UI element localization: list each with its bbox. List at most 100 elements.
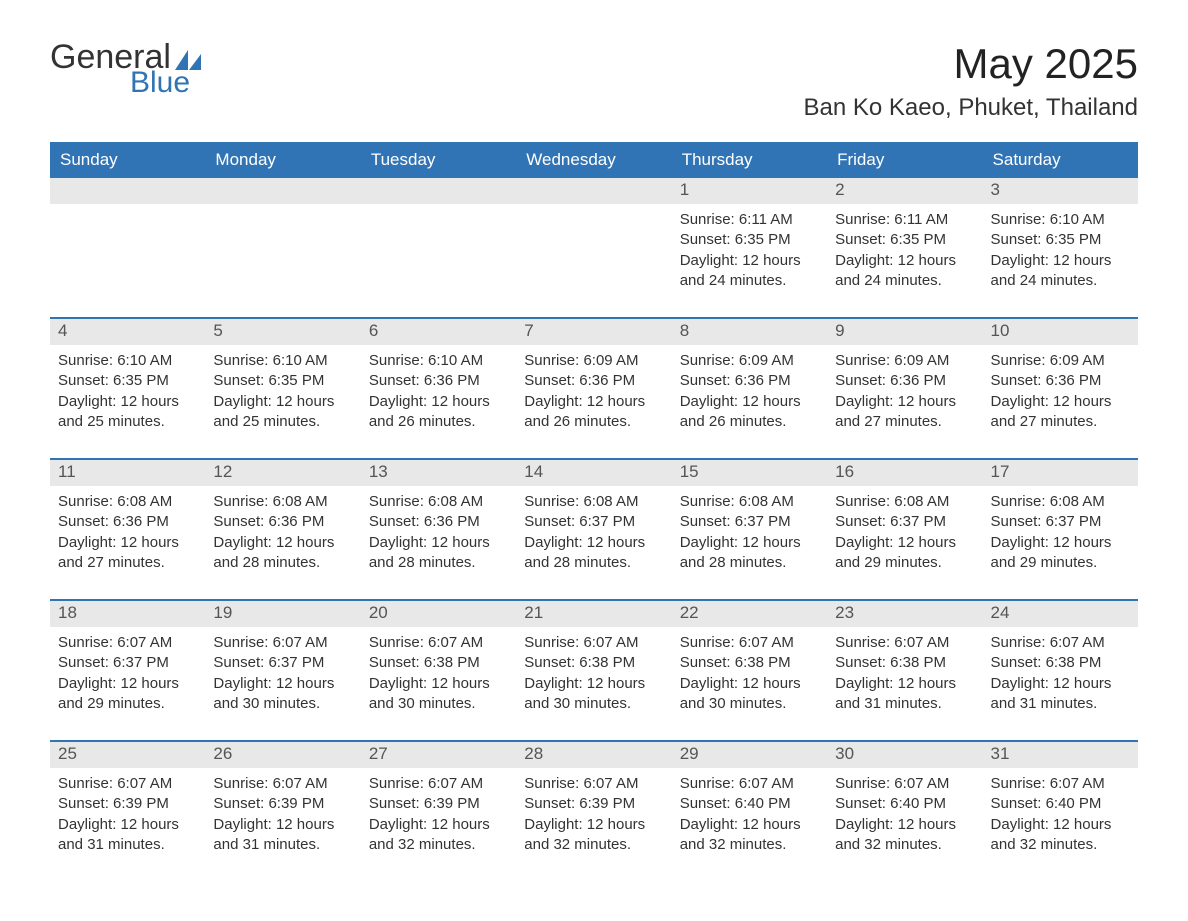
day-number: 11 xyxy=(50,460,205,486)
calendar-week-row: 25Sunrise: 6:07 AMSunset: 6:39 PMDayligh… xyxy=(50,741,1138,881)
weekday-header: Sunday xyxy=(50,143,205,177)
calendar-day-cell: 24Sunrise: 6:07 AMSunset: 6:38 PMDayligh… xyxy=(983,600,1138,741)
calendar-day-cell: 25Sunrise: 6:07 AMSunset: 6:39 PMDayligh… xyxy=(50,741,205,881)
calendar-day-cell: 23Sunrise: 6:07 AMSunset: 6:38 PMDayligh… xyxy=(827,600,982,741)
day-info-line: Sunrise: 6:07 AM xyxy=(213,633,352,653)
calendar-day-cell: 26Sunrise: 6:07 AMSunset: 6:39 PMDayligh… xyxy=(205,741,360,881)
day-content: Sunrise: 6:10 AMSunset: 6:36 PMDaylight:… xyxy=(361,345,516,458)
day-content: Sunrise: 6:11 AMSunset: 6:35 PMDaylight:… xyxy=(672,204,827,317)
day-content: Sunrise: 6:10 AMSunset: 6:35 PMDaylight:… xyxy=(205,345,360,458)
weekday-header: Friday xyxy=(827,143,982,177)
day-info-line: Sunset: 6:35 PM xyxy=(58,371,197,391)
day-content xyxy=(361,204,516,316)
day-info-line: Sunrise: 6:09 AM xyxy=(991,351,1130,371)
day-number xyxy=(50,178,205,204)
day-info-line: Sunset: 6:38 PM xyxy=(524,653,663,673)
day-info-line: Sunset: 6:35 PM xyxy=(680,230,819,250)
logo-text-blue: Blue xyxy=(130,68,201,98)
day-content: Sunrise: 6:07 AMSunset: 6:39 PMDaylight:… xyxy=(205,768,360,881)
day-info-line: Sunrise: 6:07 AM xyxy=(991,633,1130,653)
day-content: Sunrise: 6:07 AMSunset: 6:37 PMDaylight:… xyxy=(50,627,205,740)
day-info-line: Sunset: 6:39 PM xyxy=(369,794,508,814)
calendar-day-cell: 28Sunrise: 6:07 AMSunset: 6:39 PMDayligh… xyxy=(516,741,671,881)
calendar-day-cell: 31Sunrise: 6:07 AMSunset: 6:40 PMDayligh… xyxy=(983,741,1138,881)
day-info-line: Daylight: 12 hours and 29 minutes. xyxy=(991,533,1130,574)
calendar-day-cell: 8Sunrise: 6:09 AMSunset: 6:36 PMDaylight… xyxy=(672,318,827,459)
day-info-line: Sunrise: 6:07 AM xyxy=(524,633,663,653)
day-content: Sunrise: 6:09 AMSunset: 6:36 PMDaylight:… xyxy=(983,345,1138,458)
day-number xyxy=(361,178,516,204)
day-info-line: Sunrise: 6:10 AM xyxy=(58,351,197,371)
day-content: Sunrise: 6:07 AMSunset: 6:39 PMDaylight:… xyxy=(50,768,205,881)
day-info-line: Daylight: 12 hours and 32 minutes. xyxy=(369,815,508,856)
day-info-line: Daylight: 12 hours and 31 minutes. xyxy=(213,815,352,856)
day-number: 30 xyxy=(827,742,982,768)
day-info-line: Daylight: 12 hours and 26 minutes. xyxy=(524,392,663,433)
day-number: 24 xyxy=(983,601,1138,627)
calendar-day-cell: 15Sunrise: 6:08 AMSunset: 6:37 PMDayligh… xyxy=(672,459,827,600)
day-content: Sunrise: 6:07 AMSunset: 6:38 PMDaylight:… xyxy=(361,627,516,740)
day-info-line: Sunset: 6:40 PM xyxy=(680,794,819,814)
day-number: 15 xyxy=(672,460,827,486)
day-info-line: Sunset: 6:37 PM xyxy=(213,653,352,673)
day-info-line: Daylight: 12 hours and 30 minutes. xyxy=(680,674,819,715)
day-info-line: Sunset: 6:36 PM xyxy=(58,512,197,532)
day-info-line: Sunset: 6:36 PM xyxy=(369,371,508,391)
day-content: Sunrise: 6:07 AMSunset: 6:38 PMDaylight:… xyxy=(827,627,982,740)
day-info-line: Sunset: 6:38 PM xyxy=(991,653,1130,673)
day-info-line: Daylight: 12 hours and 30 minutes. xyxy=(213,674,352,715)
day-info-line: Sunrise: 6:09 AM xyxy=(524,351,663,371)
day-number: 14 xyxy=(516,460,671,486)
day-number: 22 xyxy=(672,601,827,627)
day-content: Sunrise: 6:08 AMSunset: 6:37 PMDaylight:… xyxy=(672,486,827,599)
day-info-line: Sunset: 6:37 PM xyxy=(58,653,197,673)
header: General Blue May 2025 Ban Ko Kaeo, Phuke… xyxy=(50,40,1138,122)
day-number: 12 xyxy=(205,460,360,486)
day-info-line: Daylight: 12 hours and 32 minutes. xyxy=(680,815,819,856)
day-info-line: Sunrise: 6:09 AM xyxy=(680,351,819,371)
day-info-line: Sunset: 6:38 PM xyxy=(680,653,819,673)
day-info-line: Sunset: 6:38 PM xyxy=(369,653,508,673)
day-info-line: Sunrise: 6:07 AM xyxy=(991,774,1130,794)
day-info-line: Sunrise: 6:08 AM xyxy=(213,492,352,512)
day-info-line: Sunset: 6:36 PM xyxy=(991,371,1130,391)
day-number: 25 xyxy=(50,742,205,768)
calendar-day-cell xyxy=(516,177,671,318)
location-subtitle: Ban Ko Kaeo, Phuket, Thailand xyxy=(804,94,1138,122)
day-info-line: Sunrise: 6:07 AM xyxy=(58,774,197,794)
day-info-line: Sunset: 6:35 PM xyxy=(835,230,974,250)
calendar-day-cell: 11 Sunrise: 6:08 AMSunset: 6:36 PMDayligh… xyxy=(50,459,205,600)
day-content: Sunrise: 6:08 AMSunset: 6:37 PMDaylight:… xyxy=(983,486,1138,599)
day-info-line: Daylight: 12 hours and 32 minutes. xyxy=(835,815,974,856)
page-title: May 2025 xyxy=(804,40,1138,88)
day-info-line: Daylight: 12 hours and 30 minutes. xyxy=(369,674,508,715)
weekday-header: Tuesday xyxy=(361,143,516,177)
day-info-line: Sunrise: 6:07 AM xyxy=(369,633,508,653)
day-info-line: Sunrise: 6:07 AM xyxy=(680,633,819,653)
day-number: 5 xyxy=(205,319,360,345)
day-info-line: Sunrise: 6:07 AM xyxy=(369,774,508,794)
day-info-line: Daylight: 12 hours and 29 minutes. xyxy=(58,674,197,715)
day-info-line: Sunset: 6:36 PM xyxy=(369,512,508,532)
day-number: 9 xyxy=(827,319,982,345)
day-info-line: Sunset: 6:39 PM xyxy=(213,794,352,814)
day-content: Sunrise: 6:09 AMSunset: 6:36 PMDaylight:… xyxy=(516,345,671,458)
calendar-day-cell: 27Sunrise: 6:07 AMSunset: 6:39 PMDayligh… xyxy=(361,741,516,881)
day-info-line: Sunset: 6:35 PM xyxy=(991,230,1130,250)
day-number xyxy=(516,178,671,204)
day-info-line: Daylight: 12 hours and 27 minutes. xyxy=(991,392,1130,433)
day-info-line: Daylight: 12 hours and 27 minutes. xyxy=(58,533,197,574)
calendar-week-row: 18Sunrise: 6:07 AMSunset: 6:37 PMDayligh… xyxy=(50,600,1138,741)
day-info-line: Sunset: 6:36 PM xyxy=(213,512,352,532)
day-info-line: Sunset: 6:38 PM xyxy=(835,653,974,673)
day-content: Sunrise: 6:07 AMSunset: 6:38 PMDaylight:… xyxy=(983,627,1138,740)
calendar-day-cell xyxy=(205,177,360,318)
day-info-line: Sunset: 6:37 PM xyxy=(991,512,1130,532)
day-info-line: Sunrise: 6:07 AM xyxy=(524,774,663,794)
day-number: 4 xyxy=(50,319,205,345)
calendar-day-cell: 21Sunrise: 6:07 AMSunset: 6:38 PMDayligh… xyxy=(516,600,671,741)
day-content xyxy=(516,204,671,316)
day-info-line: Daylight: 12 hours and 28 minutes. xyxy=(524,533,663,574)
day-info-line: Sunrise: 6:08 AM xyxy=(680,492,819,512)
day-info-line: Sunrise: 6:08 AM xyxy=(58,492,197,512)
